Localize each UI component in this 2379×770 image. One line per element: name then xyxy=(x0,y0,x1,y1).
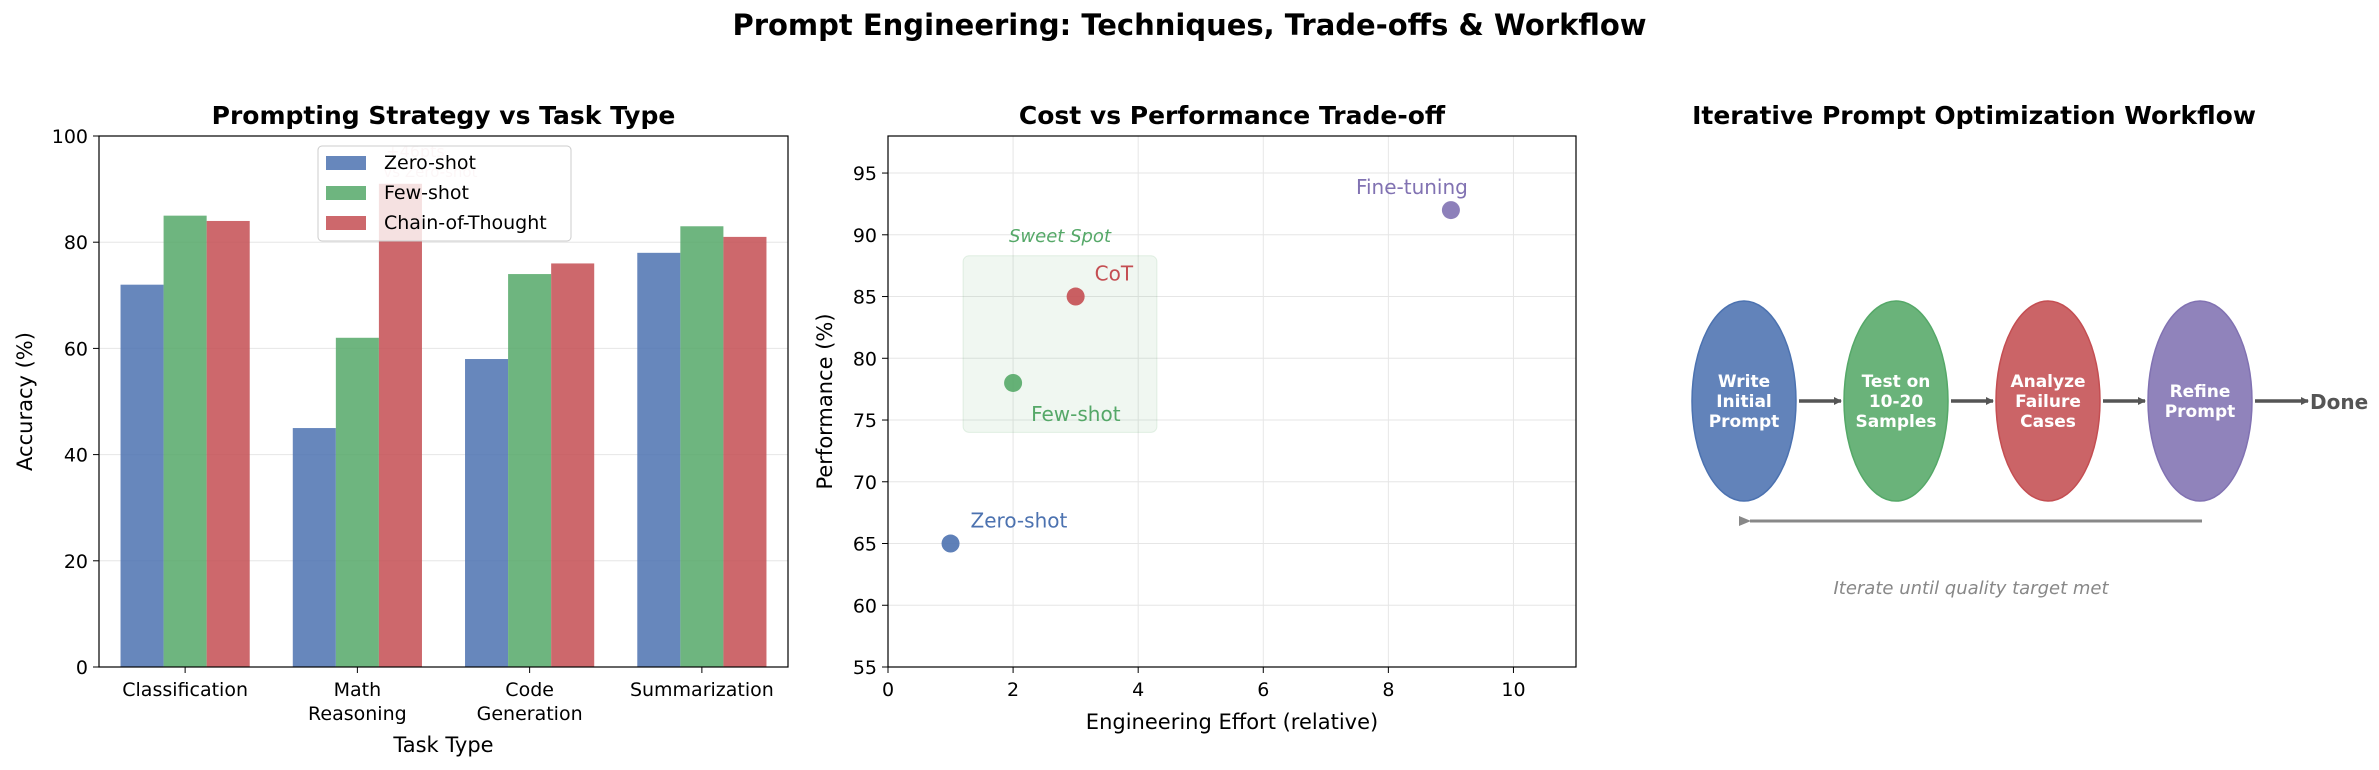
y-tick-label: 55 xyxy=(853,657,877,679)
x-tick-label: Math Reasoning xyxy=(308,679,407,725)
bar xyxy=(292,428,336,667)
y-tick-label: 80 xyxy=(64,232,88,254)
chart-title: Prompting Strategy vs Task Type xyxy=(212,101,676,130)
workflow-step-label: Write Initial Prompt xyxy=(1709,372,1780,432)
bar xyxy=(335,337,379,667)
y-tick-label: 85 xyxy=(853,287,877,309)
y-tick-label: 0 xyxy=(76,657,88,679)
bar xyxy=(551,263,595,667)
workflow-step xyxy=(2147,300,2253,502)
bar xyxy=(723,236,767,667)
workflow-step-label: Test on 10-20 Samples xyxy=(1855,372,1936,432)
workflow-step xyxy=(1691,300,1797,502)
y-tick-label: 60 xyxy=(853,595,877,617)
point-label: Few-shot xyxy=(1031,402,1121,426)
point-label: CoT xyxy=(1095,262,1134,286)
y-tick-label: 95 xyxy=(853,163,877,185)
x-tick-label: 10 xyxy=(1501,679,1525,701)
y-axis-label: Accuracy (%) xyxy=(13,332,37,471)
bar xyxy=(680,226,724,667)
y-tick-label: 75 xyxy=(853,410,877,432)
scatter-point xyxy=(1441,201,1460,220)
point-label: Zero-shot xyxy=(971,509,1068,533)
legend-label: Zero-shot xyxy=(384,152,476,174)
legend-swatch xyxy=(326,216,366,230)
workflow-title: Iterative Prompt Optimization Workflow xyxy=(1692,101,2256,130)
scatter-point xyxy=(1066,287,1085,306)
y-tick-label: 65 xyxy=(853,534,877,556)
y-tick-label: 80 xyxy=(853,348,877,370)
x-axis-label: Engineering Effort (relative) xyxy=(1086,710,1378,734)
legend-label: Chain-of-Thought xyxy=(384,212,547,234)
y-tick-label: 70 xyxy=(853,472,877,494)
x-tick-label: 2 xyxy=(1007,679,1019,701)
x-tick-label: 4 xyxy=(1132,679,1144,701)
y-tick-label: 100 xyxy=(52,126,88,148)
legend-box xyxy=(317,145,572,242)
bar xyxy=(465,359,509,667)
workflow-step xyxy=(1843,300,1949,502)
legend: Zero-shot Few-shot Chain-of-Thought xyxy=(317,145,572,242)
y-axis-label: Performance (%) xyxy=(813,313,837,489)
figure-title: Prompt Engineering: Techniques, Trade-of… xyxy=(732,8,1647,42)
workflow-step-label: Refine Prompt xyxy=(2165,382,2236,422)
bar-chart: Classification Math Reasoning Code Generatio… xyxy=(13,101,789,757)
x-tick-label: 0 xyxy=(882,679,894,701)
plot-frame xyxy=(98,135,789,668)
sweet-spot-label: Sweet Spot xyxy=(1009,226,1112,247)
done-label: Done xyxy=(2310,390,2368,414)
x-tick-label: 8 xyxy=(1382,679,1394,701)
workflow-step xyxy=(1995,300,2101,502)
bar xyxy=(508,274,552,667)
bar xyxy=(120,284,164,667)
iterate-caption: Iterate until quality target met xyxy=(1833,578,2109,599)
legend-swatch xyxy=(326,156,366,170)
workflow-step-label: Analyze Failure Cases xyxy=(2010,372,2085,432)
scatter-chart: Sweet Spot Zero-shot Few-shot CoT Fine-tunin… xyxy=(813,101,1577,734)
chart-title: Cost vs Performance Trade-off xyxy=(1019,101,1446,130)
y-tick-label: 60 xyxy=(64,338,88,360)
y-tick-label: 90 xyxy=(853,225,877,247)
legend-swatch xyxy=(326,186,366,200)
point-label: Fine-tuning xyxy=(1356,175,1468,199)
y-tick-label: 40 xyxy=(64,445,88,467)
bar xyxy=(163,215,207,667)
plot-frame xyxy=(887,135,1577,668)
scatter-point xyxy=(941,534,960,553)
x-tick-label: Summarization xyxy=(630,679,774,701)
x-axis-label: Task Type xyxy=(392,733,493,757)
bar xyxy=(206,220,250,667)
y-tick-label: 20 xyxy=(64,551,88,573)
bar xyxy=(637,252,681,667)
x-tick-label: 6 xyxy=(1257,679,1269,701)
bar xyxy=(378,183,422,668)
scatter-point xyxy=(1004,373,1023,392)
x-tick-label: Classification xyxy=(122,679,248,701)
legend-label: Few-shot xyxy=(384,182,469,204)
x-tick-label: Code Generation xyxy=(477,679,583,725)
workflow-diagram: Iterative Prompt Optimization Workflow Wr… xyxy=(1691,101,2368,599)
